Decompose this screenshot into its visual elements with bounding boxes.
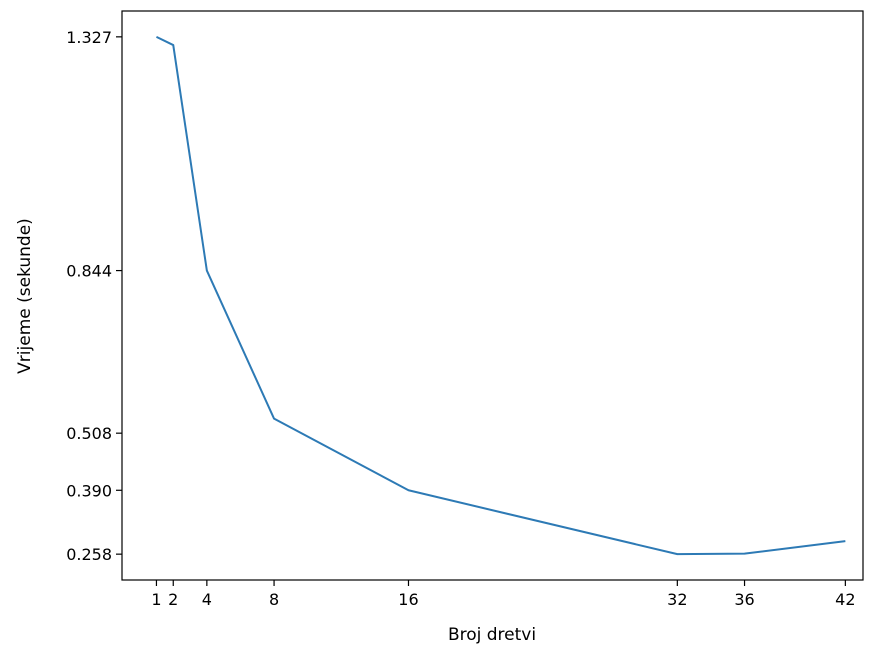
x-tick-label: 4 xyxy=(202,590,212,609)
x-tick-label: 42 xyxy=(835,590,855,609)
y-tick-label: 1.327 xyxy=(66,28,112,47)
y-tick-label: 0.258 xyxy=(66,545,112,564)
x-tick-label: 36 xyxy=(734,590,754,609)
series-line xyxy=(156,35,846,556)
y-tick-label: 0.508 xyxy=(66,424,112,443)
y-tick-label: 0.844 xyxy=(66,262,112,281)
x-tick-label: 1 xyxy=(151,590,161,609)
x-tick-label: 2 xyxy=(168,590,178,609)
x-tick-label: 32 xyxy=(667,590,687,609)
x-axis-label: Broj dretvi xyxy=(448,625,536,645)
y-tick-label: 0.390 xyxy=(66,481,112,500)
series-layer xyxy=(156,35,846,556)
x-axis-ticks: 1 2 4 8 16 32 36 42 xyxy=(151,580,856,609)
x-tick-label: 16 xyxy=(398,590,418,609)
y-axis-ticks: 1.327 0.844 0.508 0.390 0.258 xyxy=(66,28,122,564)
x-tick-label: 8 xyxy=(269,590,279,609)
plot-area xyxy=(122,11,863,580)
plot-frame xyxy=(121,10,864,581)
y-axis-label: Vrijeme (sekunde) xyxy=(15,218,35,374)
